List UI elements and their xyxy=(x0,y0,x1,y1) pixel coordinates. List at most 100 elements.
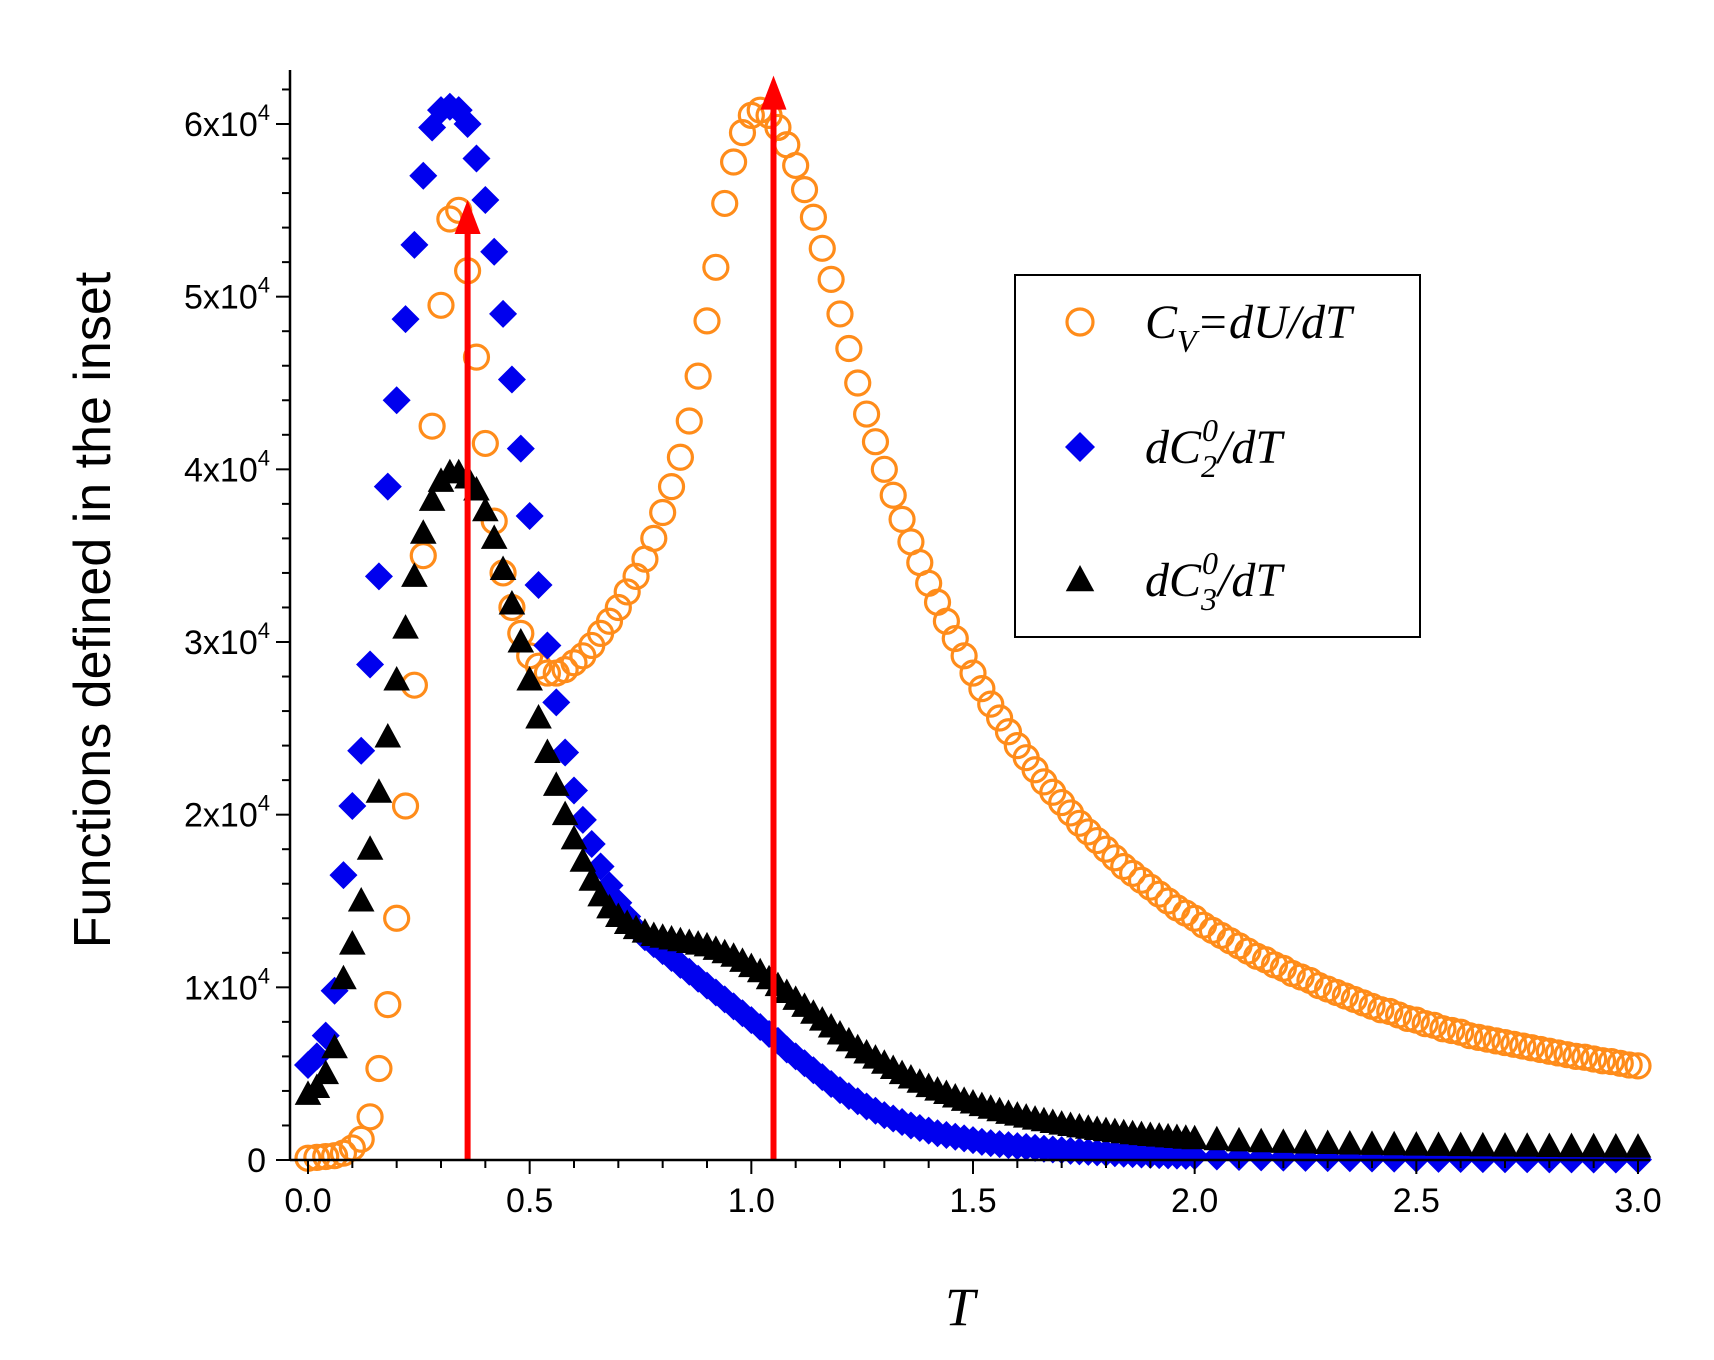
dc3-point xyxy=(1270,1128,1297,1153)
cv-point xyxy=(1083,826,1111,855)
cv-point xyxy=(968,675,996,703)
dc3-point xyxy=(542,771,570,796)
cv-point xyxy=(782,151,810,180)
dc3-point xyxy=(1314,1129,1341,1155)
cv-point xyxy=(640,524,668,553)
arrow-layer xyxy=(454,75,787,1160)
cv-point xyxy=(826,300,854,328)
cv-point xyxy=(702,253,730,281)
cv-point xyxy=(950,642,978,670)
dc3-point xyxy=(1447,1131,1474,1157)
y-tick-label: 4x104 xyxy=(184,445,270,489)
cv-point xyxy=(356,1103,384,1131)
cv-point xyxy=(1624,1052,1652,1080)
legend-label: dC20/dT xyxy=(1145,412,1285,484)
dc3-point xyxy=(1247,1127,1275,1153)
cv-point xyxy=(657,473,686,501)
y-tick-label: 6x104 xyxy=(184,100,270,144)
dc3-point xyxy=(560,824,588,850)
dc3-point xyxy=(356,835,384,860)
cv-point xyxy=(879,481,907,509)
legend-superscript: 0 xyxy=(1202,545,1218,581)
legend-main: dC xyxy=(1145,421,1202,474)
cv-point xyxy=(1136,873,1164,901)
dc3-point xyxy=(409,519,437,544)
y-tick-label: 0 xyxy=(247,1142,266,1180)
dc3-point xyxy=(401,562,428,587)
cv-point xyxy=(1065,809,1094,837)
dc3-point xyxy=(507,628,535,653)
legend-open-circle-icon xyxy=(1065,307,1095,337)
cv-point xyxy=(595,607,624,635)
dc3-point xyxy=(525,703,552,729)
dc3-point xyxy=(1491,1132,1519,1157)
dc2-point xyxy=(497,365,526,394)
cv-point xyxy=(764,113,792,142)
dc2-point xyxy=(347,736,376,765)
cv-point xyxy=(1615,1051,1643,1079)
legend-triangle-icon xyxy=(1065,565,1095,592)
cv-point xyxy=(1056,799,1085,827)
dc3-point xyxy=(418,486,446,511)
dc3-point xyxy=(1380,1130,1408,1156)
cv-point xyxy=(817,265,845,293)
dc2-point xyxy=(453,110,482,138)
y-tick-label: 5x104 xyxy=(184,273,270,317)
series-2 xyxy=(294,92,1652,1174)
dc3-point xyxy=(489,555,517,580)
dc3-point xyxy=(1225,1126,1253,1152)
dc3-point xyxy=(330,964,357,990)
x-tick-label: 1.0 xyxy=(728,1182,775,1220)
cv-point xyxy=(427,291,455,319)
dc3-point xyxy=(383,665,410,691)
dc2-point xyxy=(373,472,402,501)
cv-point xyxy=(1101,844,1129,872)
cv-point xyxy=(711,189,739,218)
cv-point xyxy=(719,148,748,176)
legend-subscript: 2 xyxy=(1201,448,1217,484)
dc2-point xyxy=(462,144,491,173)
cv-point xyxy=(1110,852,1138,881)
cv-point xyxy=(861,428,890,456)
dc2-point xyxy=(391,305,420,334)
dc3-point xyxy=(1203,1125,1231,1151)
dc3-point xyxy=(551,800,579,826)
y-tick-label: 2x104 xyxy=(184,791,270,835)
dc3-point xyxy=(339,930,366,955)
cv-point xyxy=(383,904,411,932)
legend-superscript: 0 xyxy=(1202,412,1218,448)
dc2-point xyxy=(329,861,358,890)
cv-point xyxy=(1048,788,1076,817)
legend-main: dC xyxy=(1145,554,1202,607)
dc3-point xyxy=(1580,1132,1607,1158)
cv-point xyxy=(985,704,1014,732)
cv-point xyxy=(959,659,987,687)
cv-point xyxy=(888,505,916,534)
dc3-point xyxy=(1403,1131,1430,1156)
dc3-point xyxy=(1513,1132,1541,1157)
cv-point xyxy=(870,455,898,483)
legend-entry-1: CV=dU/dT xyxy=(1065,296,1355,359)
cv-point xyxy=(462,343,491,371)
dc3-point xyxy=(569,847,597,872)
legend-rest: /dT xyxy=(1215,421,1285,474)
dc3-point xyxy=(365,778,393,803)
dc2-point xyxy=(400,230,429,259)
cv-point xyxy=(932,607,961,635)
series-3 xyxy=(294,458,1652,1158)
dc2-point xyxy=(506,434,535,463)
cv-point xyxy=(1145,880,1173,908)
dc2-point xyxy=(542,688,571,717)
legend-label: CV=dU/dT xyxy=(1145,296,1355,359)
x-tick-label: 2.5 xyxy=(1393,1182,1440,1220)
dc3-point xyxy=(1358,1130,1386,1155)
legend-label: dC30/dT xyxy=(1145,545,1285,617)
cv-point xyxy=(852,400,881,428)
dc2-point xyxy=(480,237,509,266)
dc2-point xyxy=(471,185,500,214)
y-tick-exponent: 4 xyxy=(258,273,270,298)
dc2-point xyxy=(560,776,588,805)
cv-point xyxy=(994,718,1023,746)
cv-point xyxy=(312,1142,340,1171)
cv-point xyxy=(622,562,650,590)
